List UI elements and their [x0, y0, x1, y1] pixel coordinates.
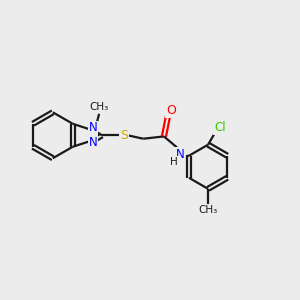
Text: CH₃: CH₃	[199, 205, 218, 215]
Text: Cl: Cl	[214, 122, 226, 134]
Text: CH₃: CH₃	[89, 102, 109, 112]
Text: N: N	[176, 148, 184, 160]
Text: O: O	[166, 104, 175, 117]
Text: H: H	[170, 157, 178, 167]
Text: N: N	[89, 122, 98, 134]
Text: S: S	[120, 129, 128, 142]
Text: N: N	[89, 136, 98, 149]
